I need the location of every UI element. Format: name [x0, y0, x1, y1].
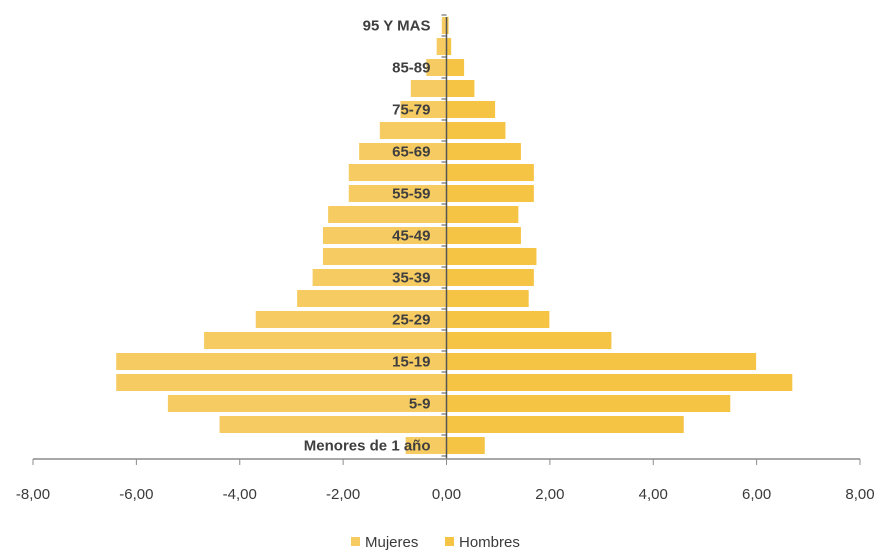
category-label: 45-49 — [392, 228, 430, 245]
bar-hombres-25-29 — [446, 310, 551, 329]
bar-mujeres-60-64 — [347, 163, 448, 182]
legend-label-mujeres: Mujeres — [365, 534, 418, 551]
bar-mujeres-90-94 — [435, 37, 448, 56]
bar-hombres-75-79 — [446, 100, 497, 119]
legend-label-hombres: Hombres — [459, 534, 520, 551]
bar-hombres-60-64 — [446, 163, 535, 182]
x-tick-label: 4,00 — [639, 486, 668, 503]
bar-hombres-80-84 — [446, 79, 476, 98]
category-label: 65-69 — [392, 144, 430, 161]
bar-mujeres-80-84 — [409, 79, 448, 98]
bar-hombres-45-49 — [446, 226, 522, 245]
bar-hombres-55-59 — [446, 184, 535, 203]
bar-hombres-65-69 — [446, 142, 522, 161]
category-label: 75-79 — [392, 102, 430, 119]
bar-mujeres-10-14 — [115, 373, 447, 392]
bar-mujeres-95 Y MAS — [440, 16, 447, 35]
legend-swatch-mujeres — [351, 537, 360, 546]
bar-hombres-Menores de 1 año — [446, 436, 486, 455]
bar-hombres-40-44 — [446, 247, 538, 266]
axes-group: -8,00 -6,00 -4,00 -2,00 0,00 2,00 4,00 6,00 8,00 — [16, 14, 875, 503]
category-label: 25-29 — [392, 312, 430, 329]
category-label: 35-39 — [392, 270, 430, 287]
category-labels-group: Menores de 1 año 5-9 15-19 25-29 35-39 45-49 5… — [304, 18, 431, 455]
bar-mujeres-20-24 — [203, 331, 447, 350]
bar-hombres-90-94 — [446, 37, 453, 56]
bar-hombres-30-34 — [446, 289, 530, 308]
bar-mujeres-40-44 — [321, 247, 448, 266]
x-tick-label: 8,00 — [845, 486, 874, 503]
bar-hombres-50-54 — [446, 205, 520, 224]
x-tick-label: -8,00 — [16, 486, 50, 503]
bar-hombres-20-24 — [446, 331, 613, 350]
category-label: 95 Y MAS — [363, 18, 431, 35]
bar-mujeres-5-9 — [166, 394, 447, 413]
category-label: 15-19 — [392, 354, 430, 371]
bar-hombres-1-4 — [446, 415, 685, 434]
x-tick-label: -4,00 — [223, 486, 257, 503]
bar-hombres-15-19 — [446, 352, 758, 371]
bar-hombres-10-14 — [446, 373, 794, 392]
bar-mujeres-1-4 — [218, 415, 447, 434]
x-tick-label: 0,00 — [432, 486, 461, 503]
bar-hombres-35-39 — [446, 268, 535, 287]
bar-mujeres-30-34 — [296, 289, 448, 308]
bar-mujeres-70-74 — [378, 121, 447, 140]
x-tick-label: 2,00 — [535, 486, 564, 503]
x-tick-label: -2,00 — [326, 486, 360, 503]
bar-hombres-5-9 — [446, 394, 732, 413]
bar-hombres-85-89 — [446, 58, 466, 77]
category-label: 55-59 — [392, 186, 430, 203]
bar-hombres-70-74 — [446, 121, 507, 140]
bars-group — [115, 16, 794, 455]
legend-swatch-hombres — [445, 537, 454, 546]
legend: Mujeres Hombres — [351, 534, 520, 551]
category-label: 5-9 — [409, 396, 431, 413]
category-label: Menores de 1 año — [304, 438, 431, 455]
bar-mujeres-50-54 — [327, 205, 447, 224]
x-tick-label: 6,00 — [742, 486, 771, 503]
category-label: 85-89 — [392, 60, 430, 77]
x-tick-label: -6,00 — [119, 486, 153, 503]
